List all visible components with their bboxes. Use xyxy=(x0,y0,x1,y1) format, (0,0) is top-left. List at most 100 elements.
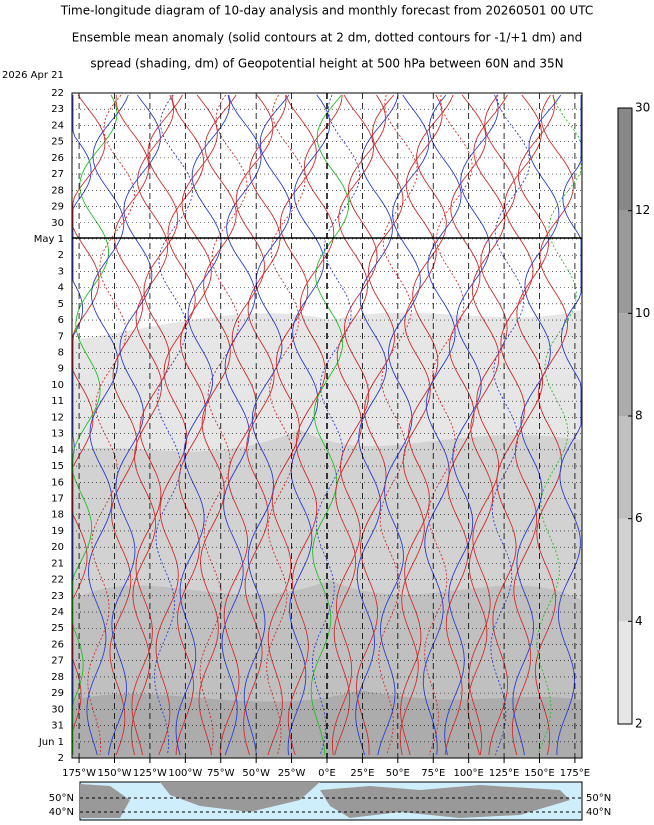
y-tick-label: 17 xyxy=(51,493,64,504)
x-tick-label: 175°W xyxy=(62,768,96,779)
x-tick-label: 25°W xyxy=(278,768,306,779)
y-tick-label: 24 xyxy=(51,607,64,618)
map-strip: 50°N 40°N 50°N 40°N xyxy=(49,781,611,821)
contour-line xyxy=(219,94,274,756)
y-tick-label: 29 xyxy=(51,202,64,213)
contours xyxy=(72,94,582,756)
y-tick-label: 27 xyxy=(51,656,64,667)
x-tick-label: 100°E xyxy=(453,768,483,779)
colorbar-segment xyxy=(618,416,632,519)
x-tick-label: 0°E xyxy=(318,768,336,779)
y-tick-label: 27 xyxy=(51,169,64,180)
x-tick-label: 100°W xyxy=(168,768,202,779)
contour-line xyxy=(131,94,183,756)
y-tick-label: 12 xyxy=(51,412,64,423)
y-tick-label: 5 xyxy=(58,299,64,310)
y-tick-label: 8 xyxy=(58,348,64,359)
y-tick-label: 25 xyxy=(51,137,64,148)
contour-line xyxy=(243,94,291,756)
x-tick-label: 150°W xyxy=(98,768,132,779)
x-tick-label: 150°E xyxy=(524,768,554,779)
contour-line xyxy=(72,94,106,755)
contour-line xyxy=(377,94,430,756)
x-tick-label: 50°E xyxy=(386,768,410,779)
contour-line xyxy=(311,94,360,756)
contour-line xyxy=(86,94,129,756)
contour-line xyxy=(310,94,350,756)
contour-line xyxy=(331,94,387,756)
contour-line xyxy=(356,94,404,756)
y-tick-label: 4 xyxy=(58,283,64,294)
x-tick-label: 50°W xyxy=(242,768,270,779)
y-tick-label: 28 xyxy=(51,672,64,683)
y-tick-label: 9 xyxy=(58,364,64,375)
x-tick-label: 75°W xyxy=(207,768,235,779)
start-label: 2026 Apr 21 xyxy=(2,70,64,81)
colorbar-segment xyxy=(618,108,632,211)
y-tick-label: 22 xyxy=(51,575,64,586)
y-tick-label: 2 xyxy=(58,250,64,261)
x-tick-label: 125°W xyxy=(133,768,167,779)
x-tick-label: 75°E xyxy=(421,768,445,779)
contour-line xyxy=(287,94,343,756)
contour-line xyxy=(536,94,582,756)
y-tick-label: 30 xyxy=(51,218,64,229)
y-tick-label: 15 xyxy=(51,461,64,472)
colorbar-label: 12 xyxy=(635,203,650,217)
contour-line xyxy=(355,94,399,756)
y-tick-label: 10 xyxy=(51,380,64,391)
contour-line xyxy=(511,94,556,756)
chart-subtitle: Ensemble mean anomaly (solid contours at… xyxy=(72,31,583,45)
contour-line xyxy=(109,94,150,756)
map-lat-label: 50°N xyxy=(49,793,74,804)
y-tick-label: 20 xyxy=(51,542,64,553)
colorbar-label: 8 xyxy=(635,409,643,423)
y-tick-label: 23 xyxy=(51,104,64,115)
y-tick-label: 21 xyxy=(51,558,64,569)
colorbar-segment xyxy=(618,518,632,622)
contour-line xyxy=(287,94,331,756)
map-lat-label: 40°N xyxy=(49,807,74,818)
contour-line xyxy=(399,94,443,756)
contour-line xyxy=(72,94,118,755)
y-tick-label: 30 xyxy=(51,704,64,715)
y-tick-label: 3 xyxy=(58,266,64,277)
y-tick-label: 31 xyxy=(51,721,64,732)
y-tick-label: 7 xyxy=(58,331,64,342)
colorbar-label: 4 xyxy=(635,614,643,628)
colorbar-segment xyxy=(618,210,632,314)
y-tick-label: 26 xyxy=(51,153,64,164)
contour-line xyxy=(267,94,317,756)
y-tick-label: 16 xyxy=(51,477,64,488)
map-land xyxy=(80,784,130,818)
contour-line xyxy=(175,94,230,756)
x-tick-label: 175°E xyxy=(560,768,590,779)
y-tick-label: May 1 xyxy=(34,234,64,245)
colorbar-segment xyxy=(618,621,632,724)
y-tick-label: 6 xyxy=(58,315,64,326)
contour-line xyxy=(534,94,574,756)
y-tick-label: 24 xyxy=(51,120,64,131)
y-tick-label: 26 xyxy=(51,639,64,650)
y-tick-label: 28 xyxy=(51,185,64,196)
contour-line xyxy=(131,94,174,756)
x-tick-label: 25°E xyxy=(350,768,374,779)
colorbar-label: 30 xyxy=(635,101,650,115)
contour-line xyxy=(155,94,205,756)
contour-line xyxy=(444,94,487,756)
y-tick-label: 19 xyxy=(51,526,64,537)
contour-line xyxy=(333,94,375,756)
map-land xyxy=(160,782,320,812)
contour-line xyxy=(154,94,193,756)
y-tick-label: 2 xyxy=(58,753,64,764)
y-tick-label: 22 xyxy=(51,88,64,99)
contour-line xyxy=(221,94,262,756)
colorbar-label: 2 xyxy=(635,717,643,731)
contour-line xyxy=(468,94,517,756)
contour-line xyxy=(107,94,161,756)
contour-line xyxy=(490,94,531,756)
map-lat-label: 40°N xyxy=(586,807,611,818)
colorbar-segment xyxy=(618,313,632,416)
colorbar-label: 6 xyxy=(635,511,643,525)
